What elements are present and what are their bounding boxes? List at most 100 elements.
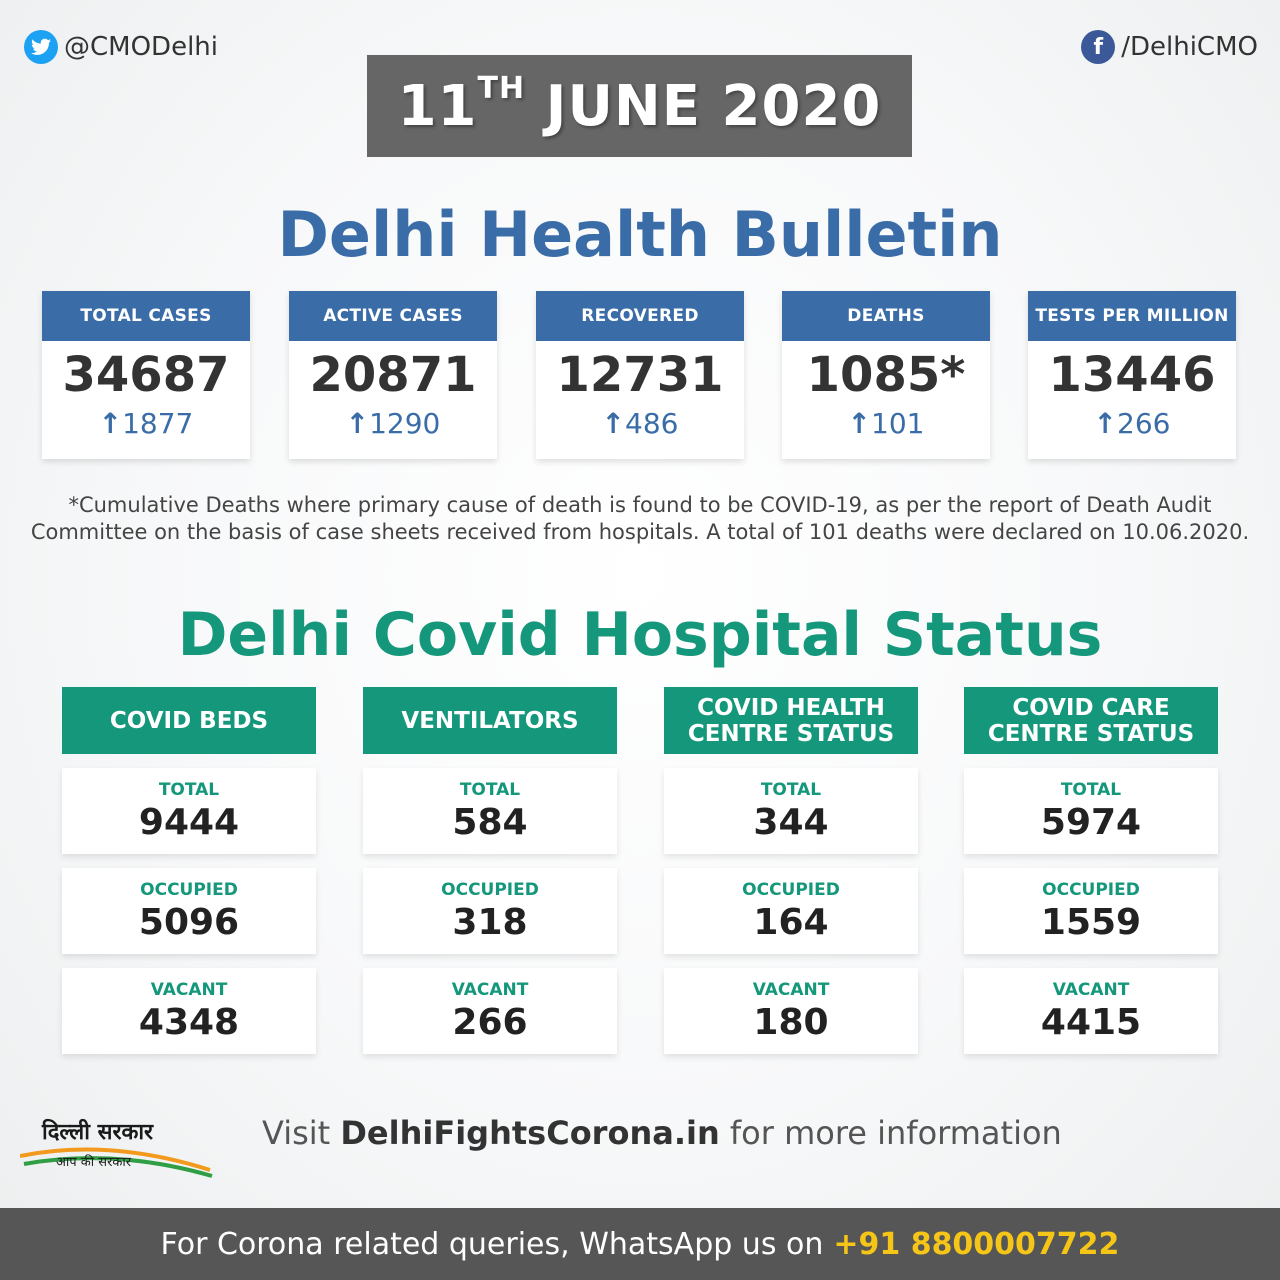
stat-delta-value: 486 bbox=[625, 407, 679, 440]
stat-label: TOTAL CASES bbox=[42, 291, 250, 341]
hospital-column-header: COVID BEDS bbox=[62, 687, 316, 754]
header-line: COVID HEALTH bbox=[697, 694, 885, 721]
hospital-column-covid-care-centre: COVID CARE CENTRE STATUS TOTAL 5974 OCCUPI… bbox=[964, 687, 1218, 1054]
stat-delta-value: 1290 bbox=[369, 407, 441, 440]
occupied-cell: OCCUPIED 318 bbox=[363, 868, 617, 954]
facebook-handle-text: /DelhiCMO bbox=[1121, 32, 1258, 62]
stat-card-tests-per-million: TESTS PER MILLION 13446 ↑266 bbox=[1028, 291, 1236, 459]
facebook-handle[interactable]: f /DelhiCMO bbox=[1081, 30, 1258, 64]
hospital-column-covid-health-centre: COVID HEALTH CENTRE STATUS TOTAL 344 OCCUP… bbox=[664, 687, 918, 1054]
stat-value: 13446 bbox=[1048, 347, 1216, 403]
cell-value: 344 bbox=[753, 802, 829, 843]
cell-label: OCCUPIED bbox=[140, 880, 238, 900]
vacant-cell: VACANT 266 bbox=[363, 968, 617, 1054]
stat-delta-value: 1877 bbox=[122, 407, 194, 440]
hospital-column-covid-beds: COVID BEDS TOTAL 9444 OCCUPIED 5096 VACANT… bbox=[62, 687, 316, 1054]
cell-value: 1559 bbox=[1040, 902, 1142, 943]
footnote-line: *Cumulative Deaths where primary cause o… bbox=[68, 493, 1212, 517]
whatsapp-phone-number[interactable]: +91 8800007722 bbox=[833, 1226, 1120, 1262]
visit-pre: Visit bbox=[262, 1114, 341, 1152]
vacant-cell: VACANT 180 bbox=[664, 968, 918, 1054]
cell-label: TOTAL bbox=[1060, 780, 1122, 800]
header-line: VENTILATORS bbox=[401, 707, 579, 734]
stat-delta: ↑1877 bbox=[42, 407, 250, 440]
website-link[interactable]: DelhiFightsCorona.in bbox=[340, 1114, 720, 1152]
stat-label: DEATHS bbox=[782, 291, 990, 341]
twitter-icon bbox=[24, 30, 58, 64]
cell-value: 318 bbox=[452, 902, 528, 943]
cell-label: VACANT bbox=[451, 980, 529, 1000]
logo-sub-text: आप की सरकार bbox=[56, 1155, 132, 1170]
occupied-cell: OCCUPIED 1559 bbox=[964, 868, 1218, 954]
bulletin-title: Delhi Health Bulletin bbox=[277, 198, 1003, 271]
arrow-up-icon: ↑ bbox=[1093, 407, 1117, 440]
cell-label: VACANT bbox=[752, 980, 830, 1000]
cell-value: 584 bbox=[452, 802, 528, 843]
twitter-handle-text: @CMODelhi bbox=[64, 32, 218, 62]
date-suffix: TH bbox=[477, 70, 526, 106]
footer-text: For Corona related queries, WhatsApp us … bbox=[160, 1226, 824, 1262]
cell-label: OCCUPIED bbox=[742, 880, 840, 900]
cell-value: 266 bbox=[452, 1002, 528, 1043]
stat-delta: ↑1290 bbox=[289, 407, 497, 440]
cell-value: 164 bbox=[753, 902, 829, 943]
delhi-government-logo: दिल्ली सरकार आप की सरकार bbox=[20, 1112, 220, 1182]
cell-label: OCCUPIED bbox=[441, 880, 539, 900]
footnote-line: Committee on the basis of case sheets re… bbox=[30, 520, 1250, 544]
cell-value: 9444 bbox=[138, 802, 240, 843]
occupied-cell: OCCUPIED 164 bbox=[664, 868, 918, 954]
header-line: COVID BEDS bbox=[109, 707, 269, 734]
hospital-column-header: VENTILATORS bbox=[363, 687, 617, 754]
arrow-up-icon: ↑ bbox=[601, 407, 625, 440]
cell-label: TOTAL bbox=[760, 780, 822, 800]
hospital-column-ventilators: VENTILATORS TOTAL 584 OCCUPIED 318 VACANT 2… bbox=[363, 687, 617, 1054]
cell-label: VACANT bbox=[150, 980, 228, 1000]
cell-label: VACANT bbox=[1052, 980, 1130, 1000]
arrow-up-icon: ↑ bbox=[847, 407, 871, 440]
total-cell: TOTAL 584 bbox=[363, 768, 617, 854]
stat-label: ACTIVE CASES bbox=[289, 291, 497, 341]
hospital-column-header: COVID HEALTH CENTRE STATUS bbox=[664, 687, 918, 754]
date-rest: JUNE 2020 bbox=[545, 73, 882, 139]
stat-label: RECOVERED bbox=[536, 291, 744, 341]
stat-value: 12731 bbox=[556, 347, 724, 403]
visit-post: for more information bbox=[719, 1114, 1062, 1152]
cell-label: TOTAL bbox=[459, 780, 521, 800]
vacant-cell: VACANT 4415 bbox=[964, 968, 1218, 1054]
date-day: 11 bbox=[397, 73, 478, 139]
stat-delta-value: 101 bbox=[871, 407, 925, 440]
cell-label: TOTAL bbox=[158, 780, 220, 800]
cell-value: 180 bbox=[753, 1002, 829, 1043]
facebook-icon: f bbox=[1081, 30, 1116, 64]
stat-card-recovered: RECOVERED 12731 ↑486 bbox=[536, 291, 744, 459]
total-cell: TOTAL 344 bbox=[664, 768, 918, 854]
logo-main-text: दिल्ली सरकार bbox=[42, 1119, 154, 1145]
date-banner: 11 TH JUNE 2020 bbox=[367, 55, 912, 157]
hospital-column-header: COVID CARE CENTRE STATUS bbox=[964, 687, 1218, 754]
arrow-up-icon: ↑ bbox=[345, 407, 370, 440]
stat-card-active-cases: ACTIVE CASES 20871 ↑1290 bbox=[289, 291, 497, 459]
header-line: CENTRE STATUS bbox=[687, 720, 895, 747]
hospital-title: Delhi Covid Hospital Status bbox=[177, 600, 1103, 670]
logo-swoosh-icon bbox=[20, 1147, 213, 1178]
stat-delta: ↑266 bbox=[1028, 407, 1236, 440]
total-cell: TOTAL 5974 bbox=[964, 768, 1218, 854]
stat-delta: ↑101 bbox=[782, 407, 990, 440]
arrow-up-icon: ↑ bbox=[98, 407, 123, 440]
stat-value: 34687 bbox=[62, 347, 230, 403]
stat-label: TESTS PER MILLION bbox=[1028, 291, 1236, 341]
whatsapp-footer: For Corona related queries, WhatsApp us … bbox=[0, 1208, 1280, 1280]
stat-value: 1085* bbox=[806, 347, 966, 403]
deaths-footnote: *Cumulative Deaths where primary cause o… bbox=[30, 492, 1250, 546]
cell-value: 4415 bbox=[1040, 1002, 1142, 1043]
cell-value: 4348 bbox=[138, 1002, 240, 1043]
stat-value: 20871 bbox=[309, 347, 477, 403]
visit-website-text: Visit DelhiFightsCorona.in for more info… bbox=[262, 1114, 1062, 1152]
occupied-cell: OCCUPIED 5096 bbox=[62, 868, 316, 954]
stat-delta: ↑486 bbox=[536, 407, 744, 440]
stat-card-total-cases: TOTAL CASES 34687 ↑1877 bbox=[42, 291, 250, 459]
twitter-handle[interactable]: @CMODelhi bbox=[24, 30, 218, 64]
stat-card-deaths: DEATHS 1085* ↑101 bbox=[782, 291, 990, 459]
total-cell: TOTAL 9444 bbox=[62, 768, 316, 854]
vacant-cell: VACANT 4348 bbox=[62, 968, 316, 1054]
